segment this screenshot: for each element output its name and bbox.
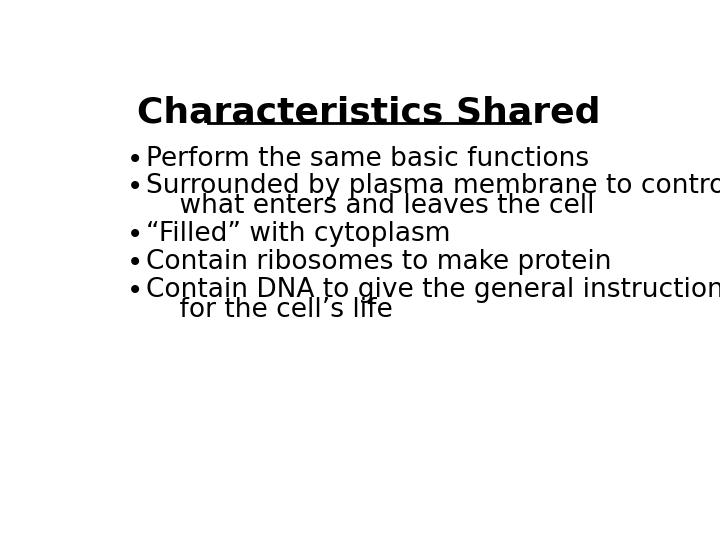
Text: •: • <box>127 249 143 277</box>
Text: •: • <box>127 276 143 305</box>
Text: for the cell’s life: for the cell’s life <box>145 296 392 322</box>
Text: what enters and leaves the cell: what enters and leaves the cell <box>145 193 594 219</box>
Text: •: • <box>127 221 143 249</box>
Text: •: • <box>127 146 143 174</box>
Text: “Filled” with cytoplasm: “Filled” with cytoplasm <box>145 221 450 247</box>
Text: Contain ribosomes to make protein: Contain ribosomes to make protein <box>145 249 611 275</box>
Text: •: • <box>127 173 143 201</box>
Text: Contain DNA to give the general instructions: Contain DNA to give the general instruct… <box>145 276 720 302</box>
Text: Surrounded by plasma membrane to control: Surrounded by plasma membrane to control <box>145 173 720 199</box>
Text: Perform the same basic functions: Perform the same basic functions <box>145 146 589 172</box>
Text: Characteristics Shared: Characteristics Shared <box>138 96 600 130</box>
